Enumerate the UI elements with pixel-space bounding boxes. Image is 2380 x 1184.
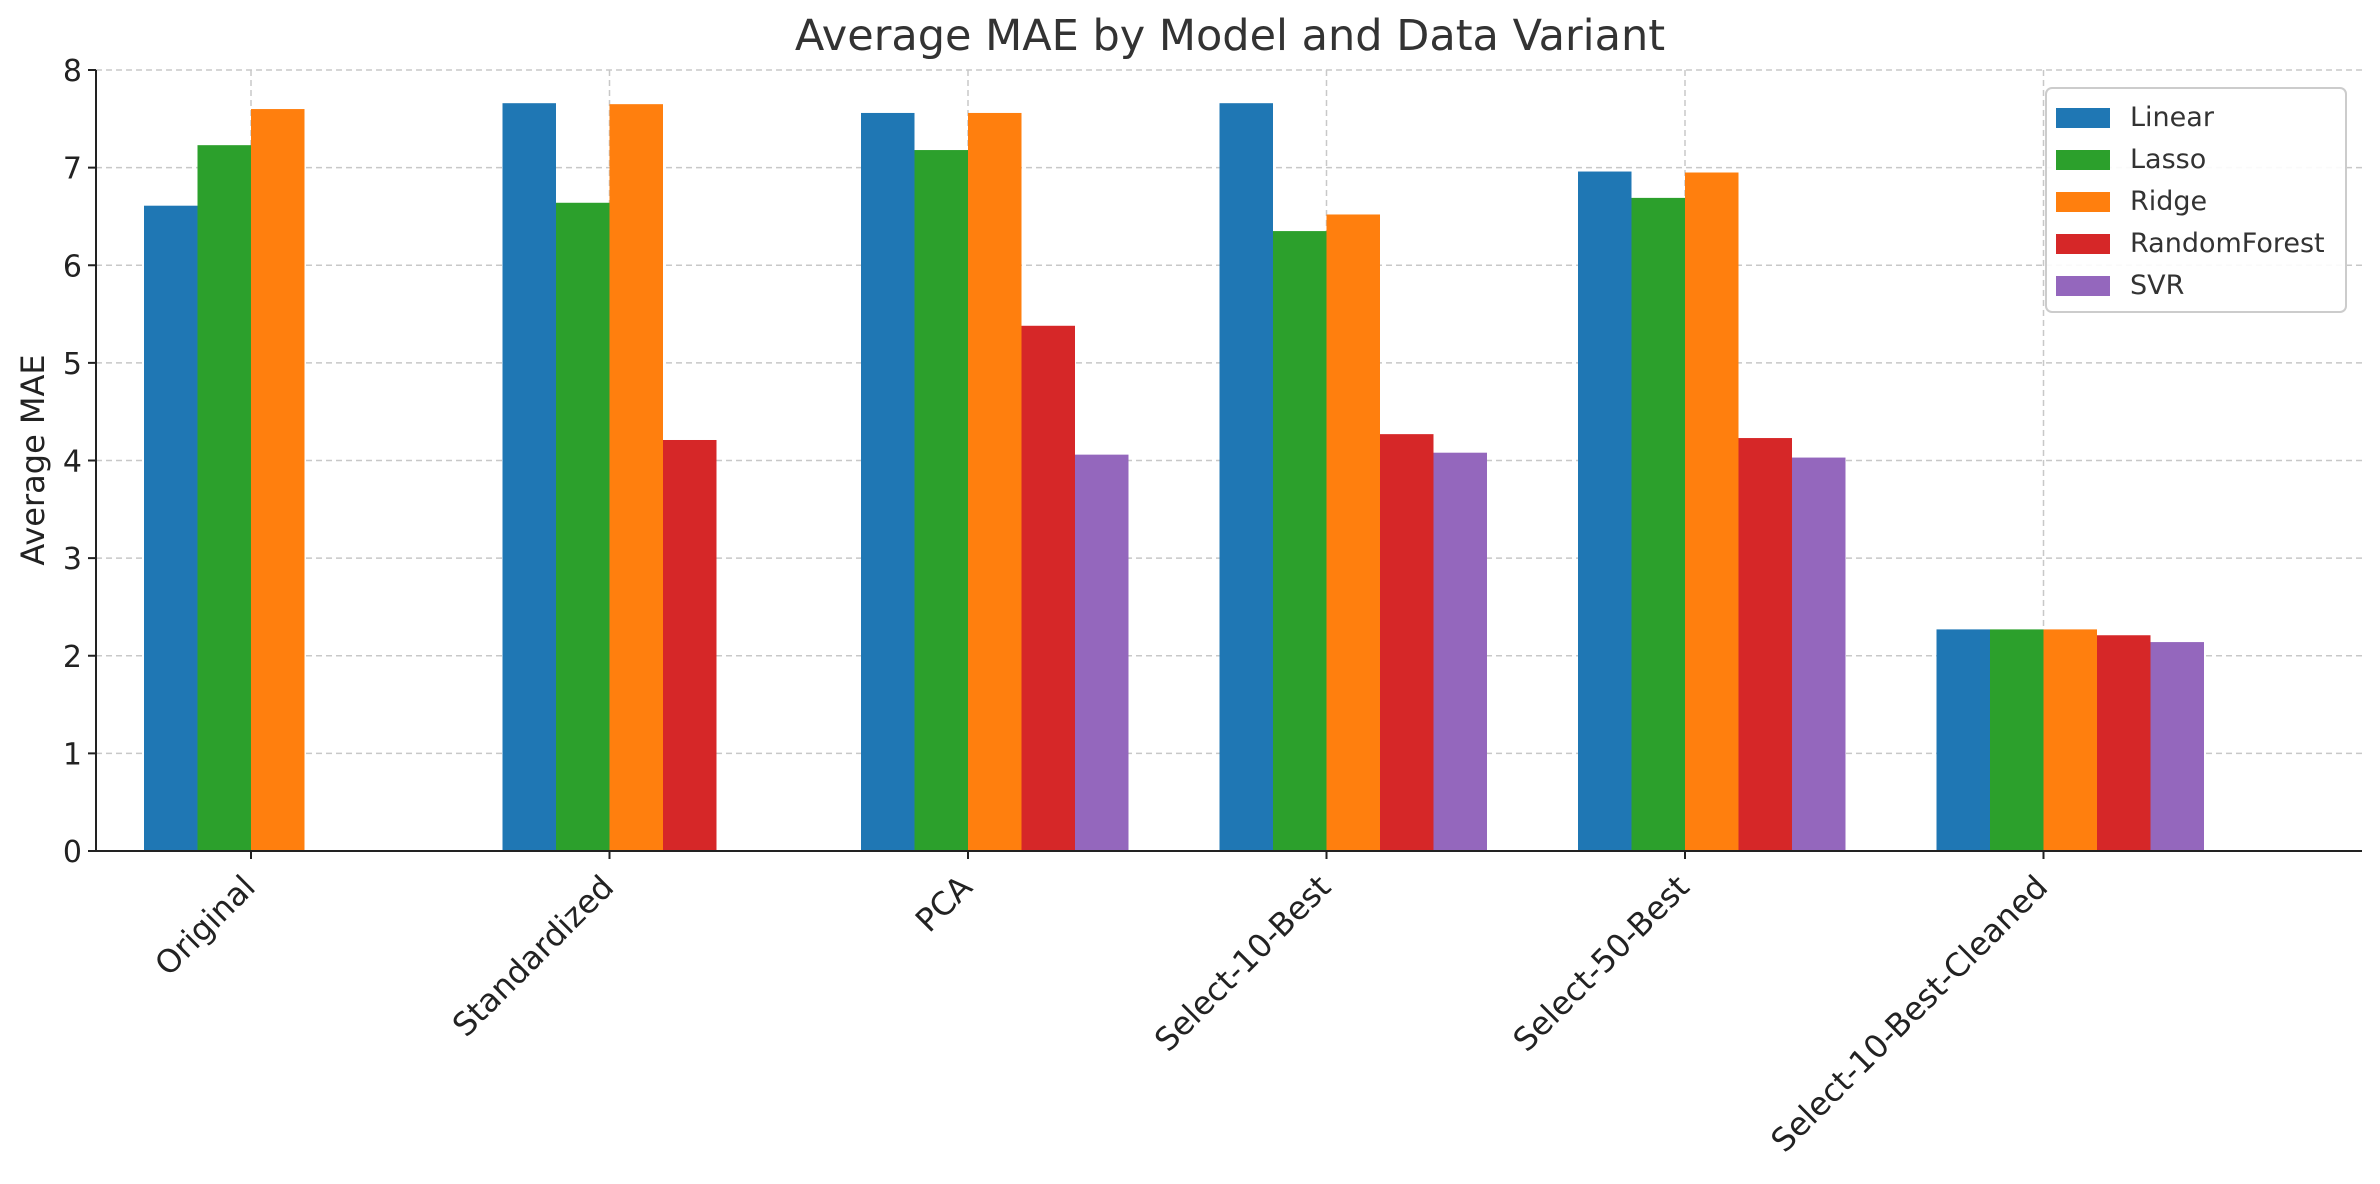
bar-randomforest-select-50-best xyxy=(1738,438,1792,851)
bar-randomforest-pca xyxy=(1021,325,1075,852)
legend-label-randomforest: RandomForest xyxy=(2130,228,2325,259)
x-tick-label: Select-10-Best xyxy=(1147,868,1338,1059)
legend: Linear Lasso Ridge RandomForest SVR xyxy=(2045,87,2347,313)
bar-linear-select-10-best xyxy=(1219,103,1273,851)
bar-svr-select-10-best xyxy=(1433,452,1487,851)
legend-label-ridge: Ridge xyxy=(2130,186,2207,217)
y-tick-label: 2 xyxy=(63,640,82,675)
bar-randomforest-select-10-best xyxy=(1380,434,1434,851)
y-tick-label: 7 xyxy=(63,152,82,187)
legend-swatch-linear xyxy=(2056,108,2110,128)
legend-swatch-svr xyxy=(2056,276,2110,296)
x-tick-label: PCA xyxy=(908,868,980,940)
bar-lasso-standardized xyxy=(556,202,610,851)
bar-lasso-pca xyxy=(914,150,968,852)
bar-ridge-standardized xyxy=(609,104,663,851)
y-tick-label: 0 xyxy=(63,835,82,870)
bar-linear-pca xyxy=(861,112,915,851)
bar-svr-select-10-best-cleaned xyxy=(2150,642,2204,851)
legend-swatch-randomforest xyxy=(2056,234,2110,254)
x-tick-label: Original xyxy=(147,868,262,983)
bar-ridge-select-10-best xyxy=(1326,214,1380,852)
bar-linear-select-10-best-cleaned xyxy=(1936,629,1990,851)
bars xyxy=(144,103,2204,852)
y-tick-label: 6 xyxy=(63,249,82,284)
bar-lasso-original xyxy=(197,145,251,851)
bar-svr-pca xyxy=(1075,454,1129,851)
y-tick-label: 8 xyxy=(63,54,82,89)
bar-linear-original xyxy=(144,205,198,852)
bar-svr-select-50-best xyxy=(1792,457,1846,851)
y-tick-label: 3 xyxy=(63,542,82,577)
y-tick-label: 1 xyxy=(63,737,82,772)
legend-label-linear: Linear xyxy=(2130,102,2215,133)
bar-ridge-select-50-best xyxy=(1685,172,1739,852)
y-tick-label: 4 xyxy=(63,445,82,480)
legend-swatch-lasso xyxy=(2056,150,2110,170)
legend-box xyxy=(2045,87,2347,313)
bar-ridge-select-10-best-cleaned xyxy=(2043,629,2097,851)
bar-randomforest-standardized xyxy=(663,439,717,851)
y-axis-label: Average MAE xyxy=(14,354,52,565)
legend-label-lasso: Lasso xyxy=(2130,144,2206,175)
bar-lasso-select-10-best-cleaned xyxy=(1990,629,2044,851)
bar-ridge-pca xyxy=(968,112,1022,851)
x-tick-label: Standardized xyxy=(445,868,621,1044)
bar-randomforest-select-10-best-cleaned xyxy=(2097,635,2151,851)
bar-linear-select-50-best xyxy=(1578,171,1632,851)
x-tick-label: Select-10-Best-Cleaned xyxy=(1763,868,2055,1160)
bar-lasso-select-50-best xyxy=(1631,197,1685,852)
bar-lasso-select-10-best xyxy=(1273,231,1327,852)
bar-ridge-original xyxy=(251,109,305,852)
y-tick-label: 5 xyxy=(63,347,82,382)
legend-label-svr: SVR xyxy=(2130,270,2184,301)
bar-linear-standardized xyxy=(502,103,556,851)
chart-title: Average MAE by Model and Data Variant xyxy=(795,11,1665,61)
legend-swatch-ridge xyxy=(2056,192,2110,212)
x-tick-label: Select-50-Best xyxy=(1506,868,1697,1059)
axes xyxy=(88,69,2362,859)
